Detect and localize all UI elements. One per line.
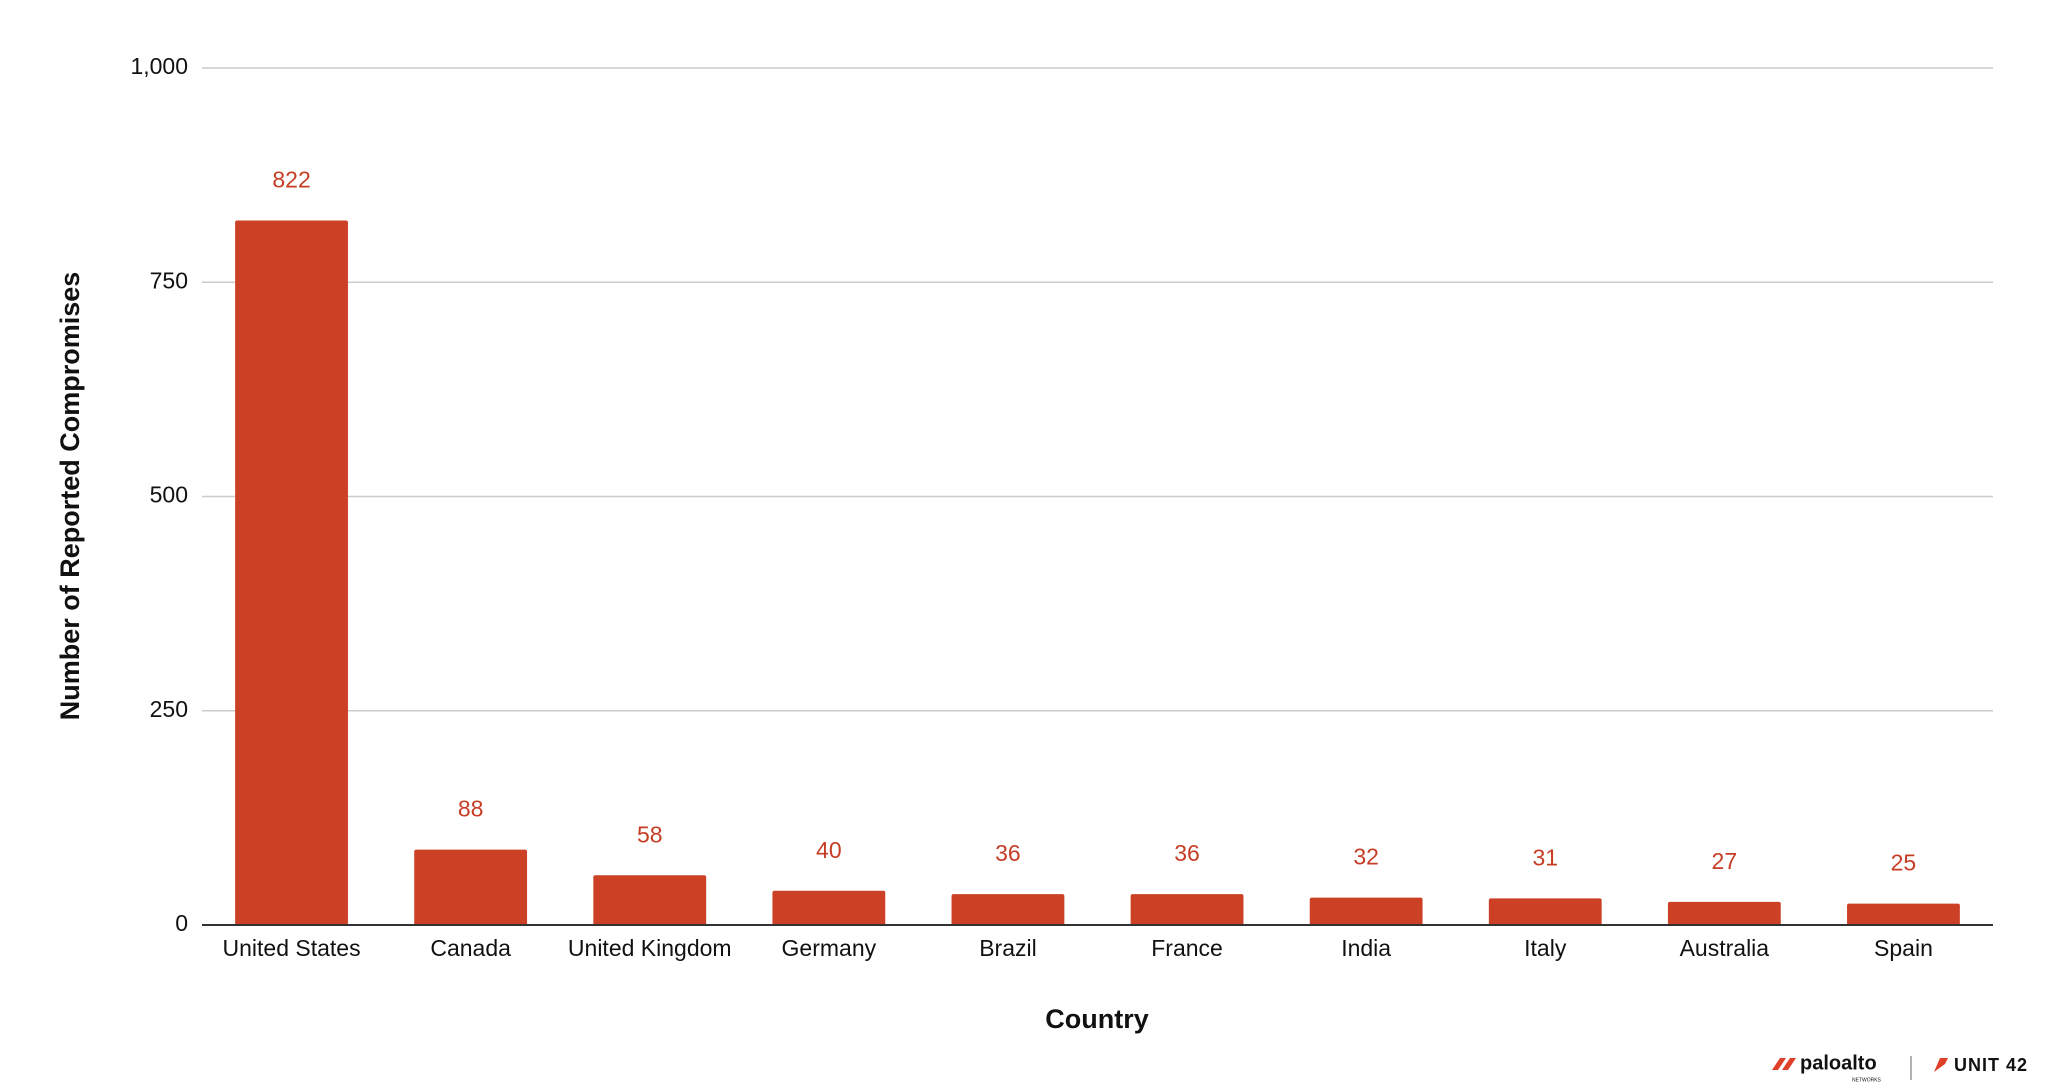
y-tick-label: 500 <box>150 482 188 508</box>
y-tick-label: 1,000 <box>130 53 188 79</box>
x-tick-label: Canada <box>430 935 511 961</box>
x-tick-label: United States <box>223 935 361 961</box>
bar <box>1667 901 1781 925</box>
x-axis-title: Country <box>1045 1004 1149 1034</box>
value-label: 31 <box>1532 845 1558 871</box>
y-axis-title: Number of Reported Compromises <box>55 272 85 721</box>
bar <box>1309 897 1423 925</box>
y-tick-label: 750 <box>150 267 188 293</box>
value-label: 822 <box>272 167 310 193</box>
x-tick-label: Italy <box>1524 935 1567 961</box>
y-tick-label: 0 <box>175 910 188 936</box>
value-label: 40 <box>816 837 842 863</box>
logo-icon <box>1934 1058 1948 1072</box>
value-label: 36 <box>1174 840 1200 866</box>
bar <box>1130 894 1244 925</box>
logo-icon <box>1772 1058 1796 1070</box>
x-tick-label: United Kingdom <box>568 935 732 961</box>
brand-company-sub: NETWORKS <box>1852 1077 1882 1083</box>
value-label: 27 <box>1712 848 1738 874</box>
value-label: 25 <box>1891 850 1917 876</box>
bar <box>772 890 886 925</box>
x-tick-label: France <box>1151 935 1223 961</box>
bar <box>1488 898 1602 925</box>
x-tick-label: Germany <box>782 935 877 961</box>
x-tick-label: Australia <box>1680 935 1770 961</box>
bar <box>235 220 348 925</box>
value-label: 36 <box>995 840 1021 866</box>
brand-logo: paloalto NETWORKS UNIT 42 <box>1772 1052 2028 1083</box>
x-tick-label: India <box>1341 935 1391 961</box>
x-tick-label: Spain <box>1874 935 1933 961</box>
value-label: 88 <box>458 796 484 822</box>
y-tick-label: 250 <box>150 696 188 722</box>
bar <box>593 875 707 925</box>
bar <box>414 849 528 925</box>
bar <box>1847 903 1960 925</box>
value-label: 58 <box>637 821 663 847</box>
bar <box>951 894 1065 925</box>
value-label: 32 <box>1353 844 1379 870</box>
brand-company: paloalto <box>1800 1052 1877 1074</box>
x-tick-label: Brazil <box>979 935 1037 961</box>
brand-unit: UNIT 42 <box>1954 1055 2028 1075</box>
